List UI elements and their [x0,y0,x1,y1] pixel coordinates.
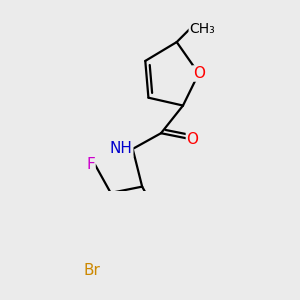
Text: NH: NH [110,141,133,156]
Text: O: O [186,132,198,147]
Text: O: O [193,66,205,81]
Text: CH₃: CH₃ [189,22,215,37]
Text: F: F [86,157,95,172]
Text: Br: Br [83,263,100,278]
